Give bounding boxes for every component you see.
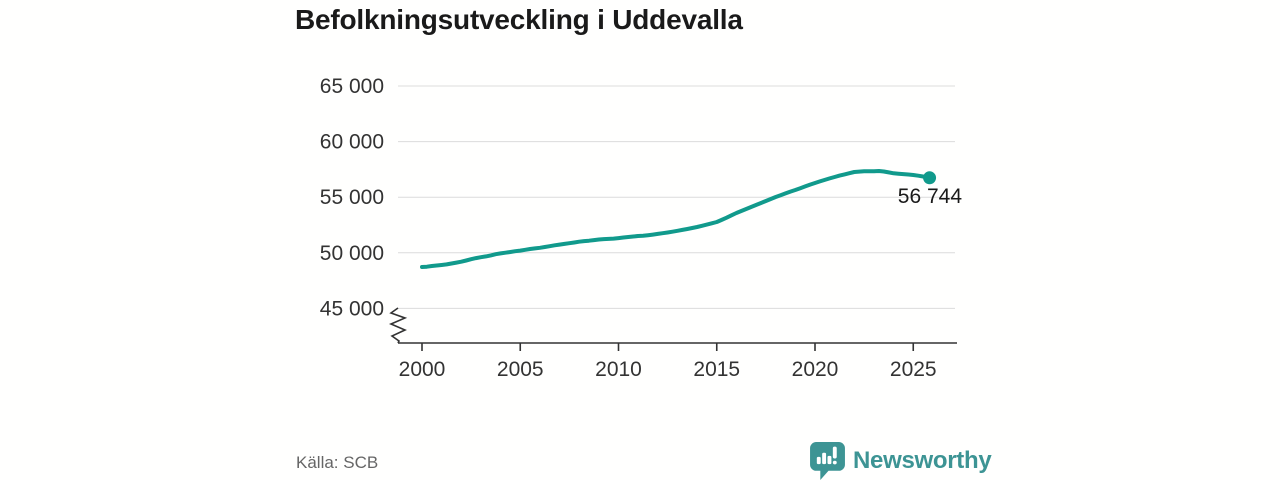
y-tick-label: 50 000 [320,242,384,265]
x-tick-label: 2005 [497,358,544,381]
bar-3-icon [827,455,832,465]
y-tick-label: 55 000 [320,186,384,209]
x-tick-label: 2020 [792,358,839,381]
exclamation-dot-icon [832,460,837,465]
y-tick-label: 60 000 [320,131,384,154]
chart-title: Befolkningsutveckling i Uddevalla [295,4,743,35]
population-line [420,169,932,269]
newsworthy-logo: Newsworthy [809,441,992,480]
end-point-marker [923,171,937,185]
x-tick-label: 2015 [693,358,740,381]
y-tick-label: 65 000 [320,75,384,98]
x-tick-label: 2010 [595,358,642,381]
axis-break-zigzag-icon [388,307,408,344]
bar-2-icon [822,452,827,465]
x-tick-label: 2000 [399,358,446,381]
bar-1-icon [816,456,821,465]
x-tick-label: 2025 [890,358,937,381]
newsworthy-icon [810,442,845,480]
y-tick-label: 45 000 [320,297,384,320]
exclamation-bar-icon [832,446,837,459]
source-note: Källa: SCB [296,453,379,472]
newsworthy-wordmark: Newsworthy [853,446,992,474]
latest-value-label: 56 744 [898,185,963,208]
